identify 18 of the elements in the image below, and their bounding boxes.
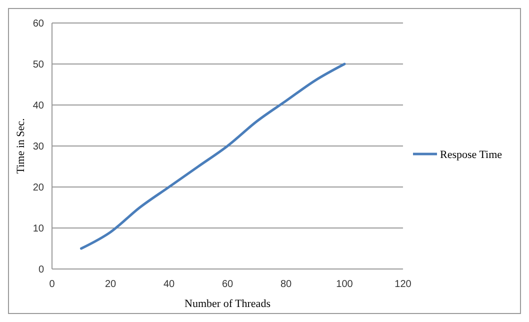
y-tick-label: 40 bbox=[32, 100, 44, 112]
y-tick-label: 60 bbox=[32, 18, 44, 30]
y-tick-label: 0 bbox=[38, 264, 44, 276]
y-tick-label: 20 bbox=[32, 182, 44, 194]
x-tick-label: 20 bbox=[104, 279, 116, 290]
y-tick-label: 30 bbox=[32, 142, 44, 152]
line-series bbox=[80, 62, 346, 250]
x-tick-label: 100 bbox=[336, 279, 354, 290]
y-tick-label: 50 bbox=[32, 60, 44, 70]
y-tick-label: 10 bbox=[32, 224, 44, 234]
x-tick-label: 60 bbox=[222, 279, 234, 290]
x-tick-label: 80 bbox=[280, 279, 292, 290]
x-tick-label: 120 bbox=[394, 279, 412, 290]
legend-label: Respose Time bbox=[440, 148, 502, 161]
x-tick-label: 0 bbox=[49, 279, 56, 290]
x-tick-label: 40 bbox=[163, 279, 175, 290]
y-axis-title: Time in Sec. bbox=[15, 118, 27, 174]
x-axis-title: Number of Threads bbox=[184, 298, 270, 310]
